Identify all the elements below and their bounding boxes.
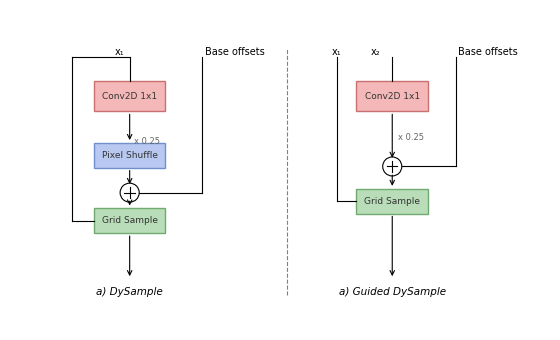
Text: x₁: x₁ [115,47,125,56]
Text: x 0.25: x 0.25 [398,133,424,142]
Text: Pixel Shuffle: Pixel Shuffle [102,151,158,160]
Text: Base offsets: Base offsets [459,47,518,56]
Text: Base offsets: Base offsets [204,47,264,56]
Text: x₂: x₂ [371,47,381,56]
Text: x 0.25: x 0.25 [134,137,160,146]
Bar [356,189,428,214]
Text: Conv2D 1x1: Conv2D 1x1 [365,92,420,101]
Bar [94,81,166,112]
Text: Grid Sample: Grid Sample [102,216,158,225]
Text: Grid Sample: Grid Sample [364,197,420,206]
Bar [356,81,428,112]
Bar [94,143,166,168]
Text: a) DySample: a) DySample [96,287,163,297]
Bar [94,208,166,233]
Text: x₁: x₁ [332,47,342,56]
Text: a) Guided DySample: a) Guided DySample [339,287,446,297]
Text: Conv2D 1x1: Conv2D 1x1 [102,92,157,101]
